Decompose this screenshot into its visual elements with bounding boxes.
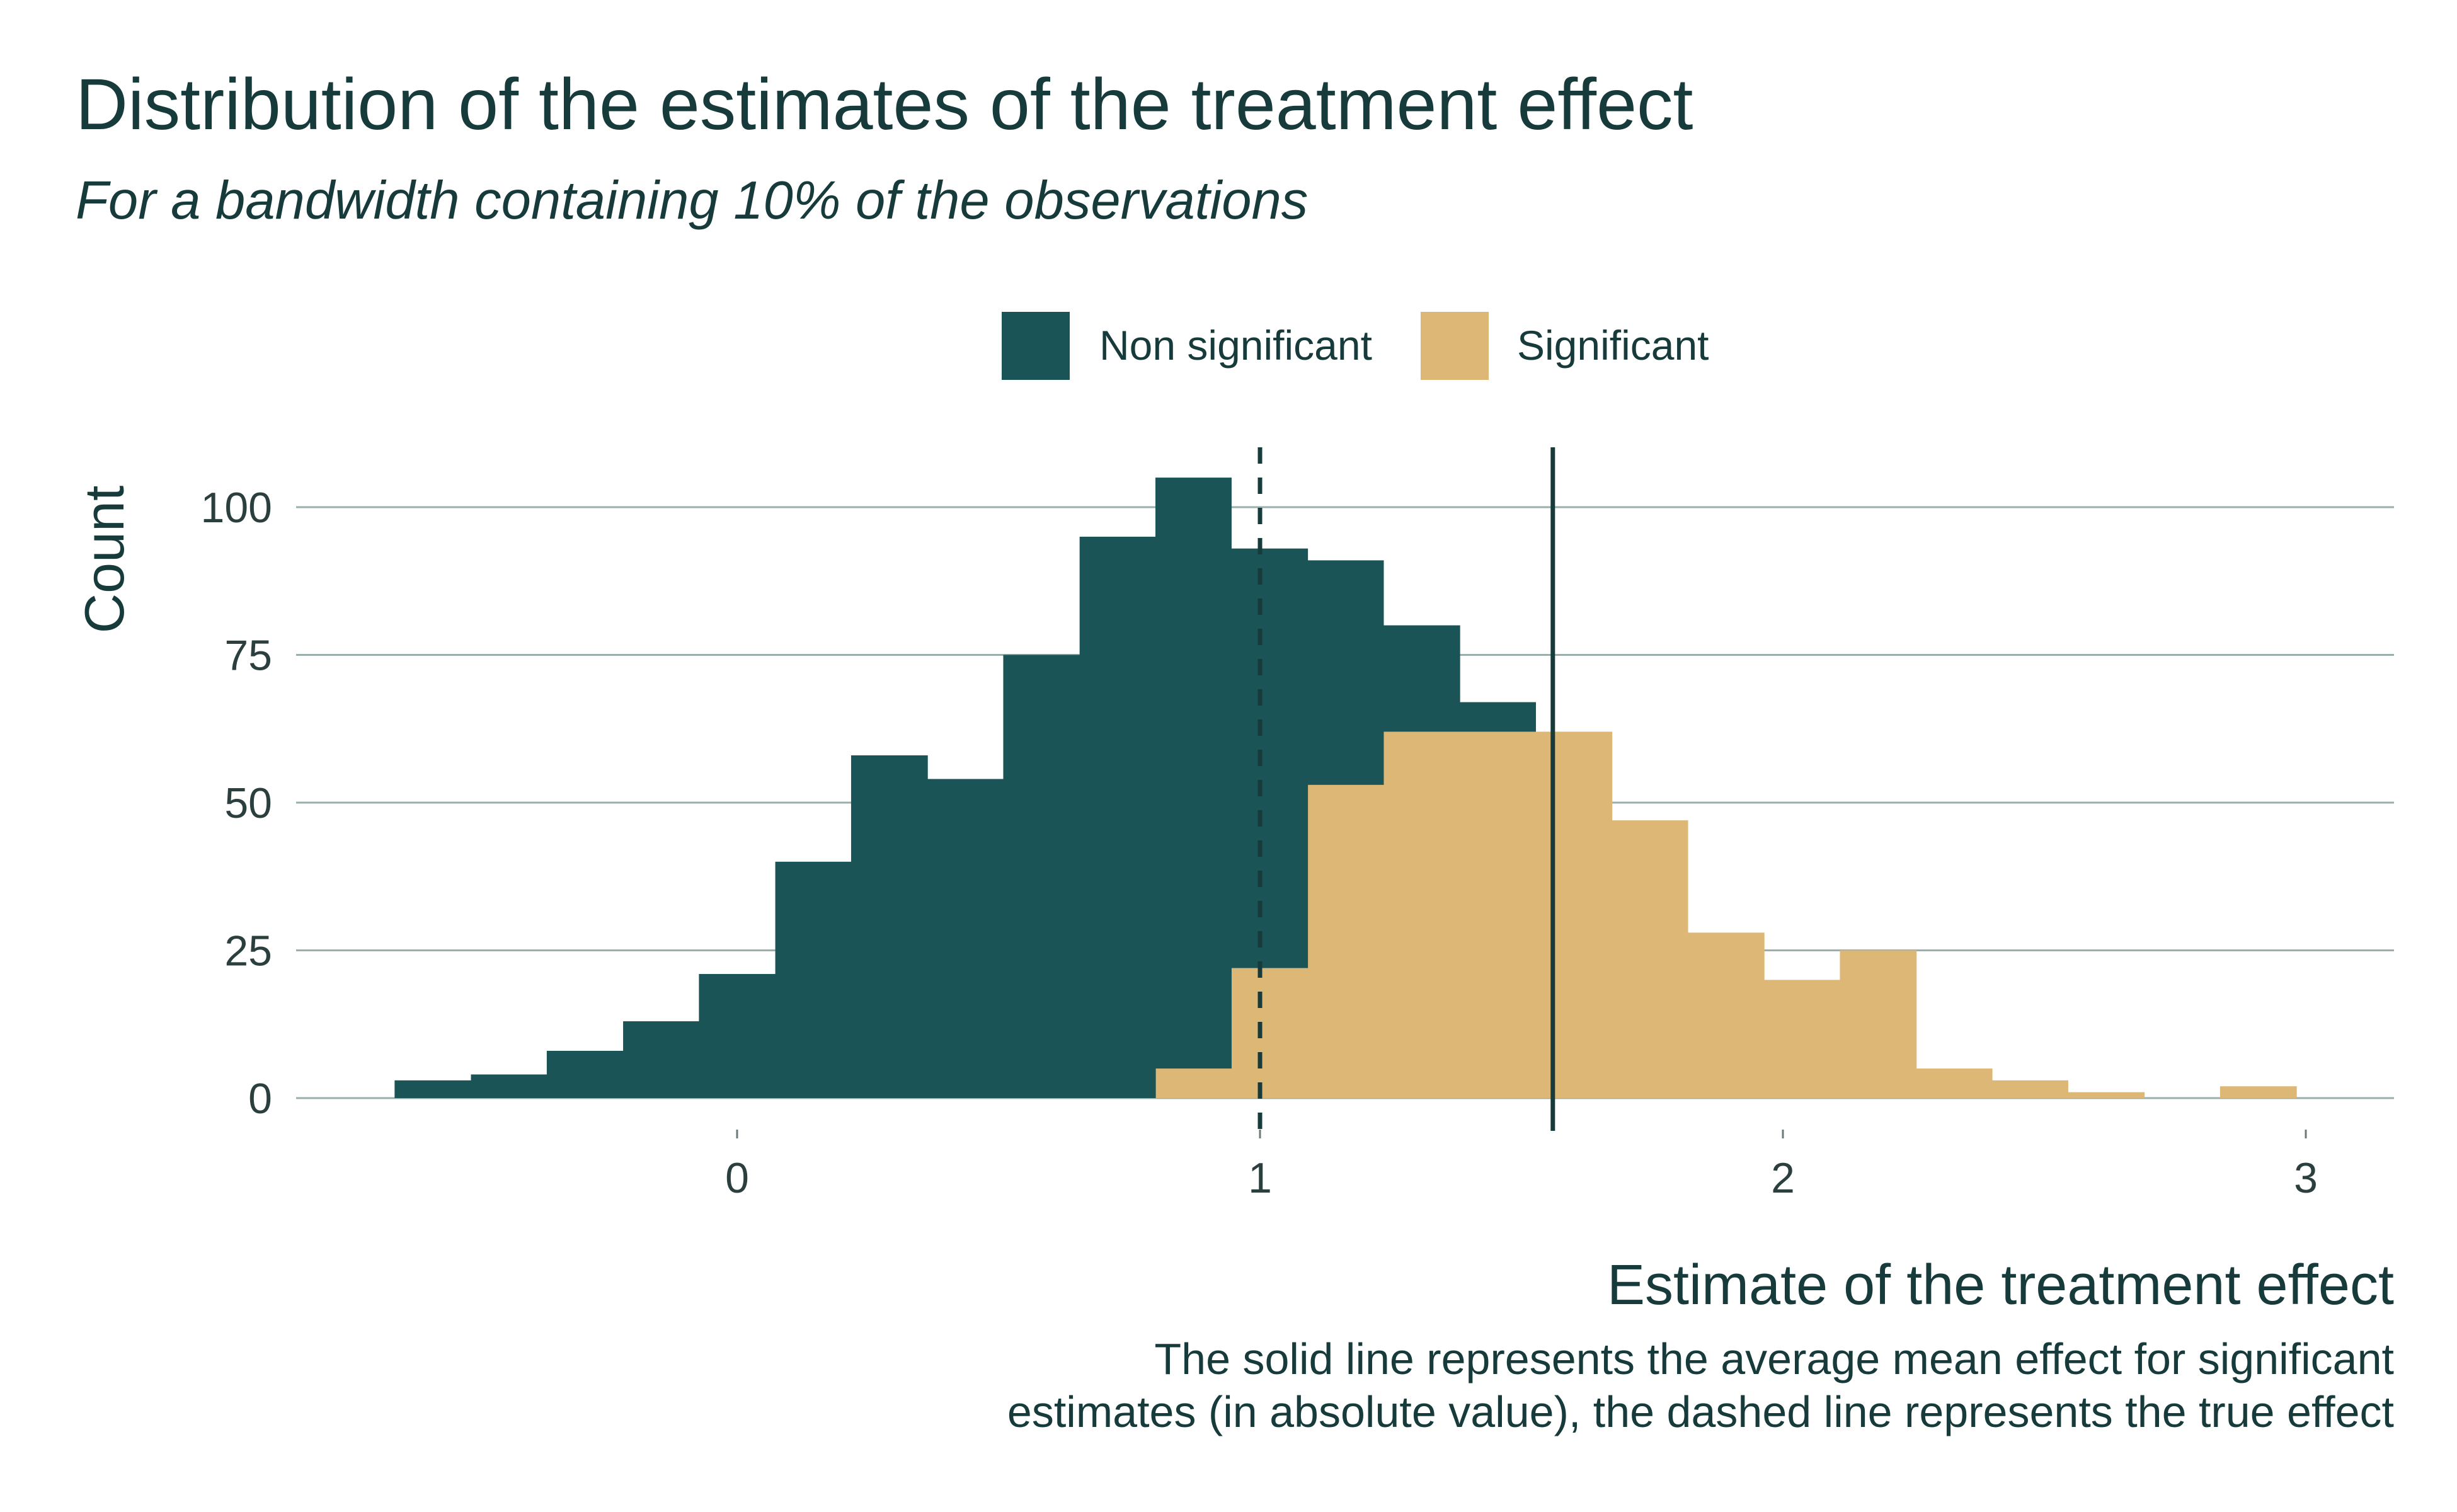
bar-non-significant-12 — [1307, 560, 1384, 785]
bar-non-significant-0 — [394, 1080, 472, 1098]
bar-significant-7 — [1687, 932, 1765, 1098]
bar-non-significant-5 — [775, 861, 852, 1098]
legend-label-significant: Significant — [1517, 322, 1709, 369]
bar-significant-12 — [2068, 1092, 2145, 1098]
bar-non-significant-1 — [471, 1074, 547, 1098]
bar-significant-10 — [1916, 1068, 1993, 1098]
bar-significant-8 — [1764, 980, 1841, 1098]
legend-label-non-significant: Non significant — [1099, 322, 1372, 369]
y-axis-title: Count — [73, 486, 135, 634]
bar-significant-3 — [1383, 731, 1460, 1098]
y-tick-label-25: 25 — [224, 927, 272, 975]
y-tick-label-100: 100 — [201, 484, 272, 532]
bar-significant-9 — [1840, 950, 1917, 1098]
x-axis-title: Estimate of the treatment effect — [1607, 1254, 2394, 1317]
reference-lines-layer — [1257, 447, 1555, 1131]
bar-non-significant-4 — [699, 974, 776, 1098]
bar-non-significant-7 — [927, 779, 1004, 1098]
bars-layer — [394, 478, 2297, 1098]
bar-non-significant-2 — [546, 1050, 624, 1098]
chart-title: Distribution of the estimates of the tre… — [76, 64, 1693, 145]
bar-non-significant-14 — [1460, 702, 1537, 732]
x-tick-label-1: 1 — [1248, 1154, 1272, 1202]
x-tick-label-3: 3 — [2294, 1154, 2318, 1202]
bar-significant-0 — [1155, 1068, 1232, 1098]
bar-significant-2 — [1307, 784, 1384, 1098]
bar-non-significant-13 — [1383, 625, 1460, 732]
caption-line-2: estimates (in absolute value), the dashe… — [1007, 1387, 2394, 1436]
x-tick-label-0: 0 — [725, 1154, 749, 1202]
axis-layer: 0 25 50 75 100 0 1 2 3 — [201, 484, 2318, 1202]
bar-significant-4 — [1460, 731, 1537, 1098]
y-tick-label-75: 75 — [224, 632, 272, 680]
x-tick-label-2: 2 — [1771, 1154, 1795, 1202]
bar-non-significant-10 — [1155, 478, 1232, 1069]
bar-significant-6 — [1612, 820, 1688, 1098]
chart-caption: The solid line represents the average me… — [693, 1332, 2394, 1438]
legend-swatch-non-significant — [1002, 312, 1070, 380]
bar-significant-11 — [1992, 1080, 2068, 1098]
caption-line-1: The solid line represents the average me… — [1154, 1334, 2394, 1383]
bar-significant-5 — [1535, 731, 1613, 1098]
y-tick-label-0: 0 — [248, 1075, 272, 1123]
bar-significant-13 — [2219, 1086, 2297, 1098]
y-tick-label-50: 50 — [224, 779, 272, 827]
legend: Non significant Significant — [1002, 312, 1709, 380]
bar-non-significant-11 — [1231, 548, 1309, 968]
bar-significant-1 — [1231, 968, 1309, 1098]
bar-non-significant-3 — [623, 1021, 700, 1098]
bar-non-significant-6 — [850, 755, 928, 1098]
bar-non-significant-9 — [1079, 536, 1156, 1098]
legend-swatch-significant — [1421, 312, 1489, 380]
bar-non-significant-8 — [1003, 655, 1080, 1098]
chart-subtitle: For a bandwidth containing 10% of the ob… — [76, 171, 1309, 231]
